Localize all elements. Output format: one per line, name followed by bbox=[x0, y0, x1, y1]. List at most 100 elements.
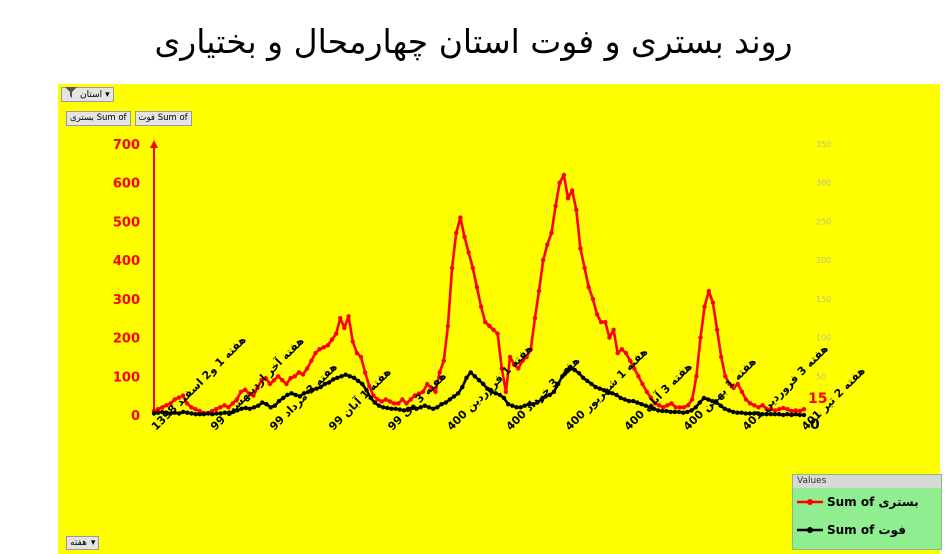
data-point-fout bbox=[551, 389, 557, 394]
series-line-bastari bbox=[153, 173, 805, 415]
data-point-fout bbox=[456, 391, 461, 396]
end-label-fout: 0 bbox=[810, 417, 820, 433]
data-point-fout bbox=[247, 406, 252, 411]
data-point-bastari bbox=[710, 300, 716, 305]
data-point-fout bbox=[660, 408, 665, 414]
data-point-fout bbox=[368, 395, 373, 401]
data-point-bastari bbox=[416, 391, 422, 396]
data-point-bastari bbox=[594, 312, 600, 317]
data-point-bastari bbox=[719, 354, 724, 360]
end-label-bastari: 15 bbox=[808, 391, 827, 407]
data-point-bastari bbox=[449, 265, 455, 271]
data-point-fout bbox=[593, 384, 598, 390]
data-point-bastari bbox=[677, 405, 682, 410]
data-point-bastari bbox=[391, 401, 397, 406]
data-point-fout bbox=[572, 367, 577, 373]
data-point-fout bbox=[764, 412, 769, 417]
data-point-bastari bbox=[255, 385, 260, 391]
field-button-bastari[interactable]: Sum of بستری bbox=[66, 111, 131, 126]
data-point-fout bbox=[406, 406, 411, 411]
data-point-bastari bbox=[247, 391, 252, 396]
data-point-bastari bbox=[632, 366, 637, 371]
data-point-bastari bbox=[263, 376, 268, 381]
y-left-tick-label: 300 bbox=[113, 293, 140, 308]
data-point-bastari bbox=[694, 374, 699, 379]
data-point-fout bbox=[714, 400, 719, 405]
data-point-bastari bbox=[487, 323, 492, 329]
data-point-fout bbox=[664, 408, 669, 414]
data-point-bastari bbox=[280, 378, 285, 383]
y-right-tick-label: 200 bbox=[816, 256, 831, 265]
data-point-bastari bbox=[524, 354, 529, 360]
data-point-fout bbox=[376, 403, 382, 408]
data-point-fout bbox=[756, 411, 761, 416]
data-point-fout bbox=[656, 408, 661, 413]
data-point-fout bbox=[210, 412, 215, 417]
province-filter-button[interactable]: استان ▾ bbox=[61, 87, 114, 102]
data-point-fout bbox=[331, 377, 336, 382]
data-point-bastari bbox=[690, 397, 695, 402]
y-left-tick-label: 400 bbox=[113, 254, 140, 269]
data-point-bastari bbox=[408, 397, 413, 402]
data-point-fout bbox=[397, 407, 402, 412]
data-point-fout bbox=[443, 400, 448, 405]
data-point-bastari bbox=[743, 397, 749, 402]
data-point-bastari bbox=[267, 381, 273, 387]
data-point-bastari bbox=[176, 395, 181, 400]
legend-item-fout: فوت Sum of bbox=[793, 516, 941, 544]
data-point-bastari bbox=[661, 405, 666, 410]
legend-item-bastari: بستری Sum of bbox=[793, 488, 941, 516]
data-point-fout bbox=[735, 410, 740, 415]
data-point-fout bbox=[301, 391, 307, 396]
x-tick-label: هفته 1 و2 اسفند 1398 bbox=[149, 333, 249, 433]
data-point-fout bbox=[206, 411, 211, 416]
data-point-fout bbox=[464, 375, 469, 380]
data-point-bastari bbox=[578, 246, 583, 251]
data-point-fout bbox=[568, 366, 573, 371]
data-point-bastari bbox=[350, 339, 355, 344]
data-point-bastari bbox=[723, 374, 728, 379]
chart-title: روند بستری و فوت استان چهارمحال و بختیار… bbox=[154, 22, 793, 61]
data-point-fout bbox=[176, 411, 182, 416]
data-point-bastari bbox=[425, 381, 430, 387]
data-point-fout bbox=[635, 400, 640, 405]
data-point-fout bbox=[776, 412, 782, 417]
data-point-fout bbox=[501, 395, 507, 401]
week-field-button[interactable]: هفته ▾ bbox=[66, 536, 100, 550]
data-point-fout bbox=[172, 410, 177, 415]
data-point-bastari bbox=[189, 405, 194, 410]
data-point-bastari bbox=[764, 407, 769, 412]
data-point-bastari bbox=[271, 378, 277, 383]
data-point-fout bbox=[410, 405, 415, 411]
data-point-fout bbox=[481, 381, 486, 387]
data-point-bastari bbox=[619, 347, 624, 352]
legend-label-fout: فوت Sum of bbox=[827, 523, 906, 537]
data-point-bastari bbox=[251, 393, 256, 398]
data-point-bastari bbox=[673, 405, 678, 410]
y-right-tick-label: 100 bbox=[816, 334, 831, 343]
data-point-bastari bbox=[557, 180, 562, 185]
data-point-bastari bbox=[433, 389, 438, 394]
data-point-fout bbox=[451, 394, 457, 399]
data-point-bastari bbox=[748, 401, 753, 406]
data-point-fout bbox=[360, 381, 365, 387]
data-point-bastari bbox=[549, 230, 554, 236]
data-point-bastari bbox=[669, 401, 674, 406]
data-point-fout bbox=[697, 400, 702, 405]
data-point-fout bbox=[522, 403, 527, 408]
data-point-fout bbox=[760, 412, 765, 417]
line-chart: 0100200300400500600700050100150200250300… bbox=[113, 138, 868, 433]
data-point-fout bbox=[676, 409, 682, 415]
data-point-bastari bbox=[292, 374, 297, 379]
field-button-fout[interactable]: Sum of فوت bbox=[134, 111, 192, 126]
data-point-fout bbox=[372, 400, 377, 405]
data-point-fout bbox=[597, 386, 602, 391]
data-point-bastari bbox=[346, 314, 351, 319]
data-point-bastari bbox=[412, 393, 417, 398]
data-point-fout bbox=[485, 386, 490, 391]
data-point-bastari bbox=[160, 405, 165, 410]
data-point-fout bbox=[797, 412, 802, 418]
data-point-bastari bbox=[329, 337, 335, 342]
data-point-fout bbox=[431, 406, 436, 411]
data-point-fout bbox=[681, 410, 686, 415]
